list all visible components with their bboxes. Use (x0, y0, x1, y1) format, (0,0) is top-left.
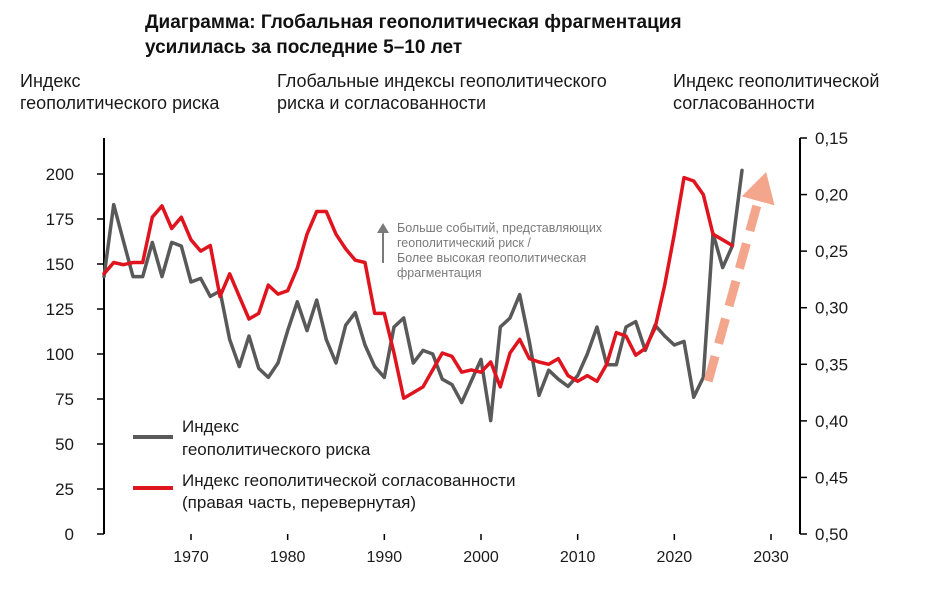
x-tick-label: 2010 (560, 549, 596, 566)
center-title-line2: риска и согласованности (277, 93, 487, 113)
annotation-line1: Больше событий, представляющих (397, 221, 603, 235)
annotation-arrow-up-icon (377, 223, 389, 233)
x-tick-label: 1970 (173, 549, 209, 566)
x-tick-label: 2020 (657, 549, 693, 566)
right-tick-label: 0,40 (815, 412, 848, 431)
ticks: 0 25 50 75 100 125 150 175 200 0,15 0,20 0,25 0,30 0,… (46, 129, 848, 566)
left-tick-label: 125 (46, 300, 74, 319)
left-tick-label: 200 (46, 165, 74, 184)
chart-title-line2: усилилась за последние 5–10 лет (145, 37, 463, 58)
series-risk-line (102, 168, 744, 423)
center-title: Глобальные индексы геополитического риск… (277, 70, 607, 114)
right-axis-title: Индекс геополитической согласованности (673, 70, 879, 114)
right-tick-label: 0,20 (815, 186, 848, 205)
left-axis-title-line2: геополитического риска (20, 93, 220, 113)
annotation: Больше событий, представляющих геополити… (377, 221, 603, 280)
chart-title-line1: Диаграмма: Глобальная геополитическая фр… (145, 12, 682, 33)
legend-label-alignment-line1: Индекс геополитической согласованности (182, 471, 515, 490)
center-title-line1: Глобальные индексы геополитического (277, 71, 607, 91)
legend-label-alignment-line2: (правая часть, перевернутая) (182, 493, 416, 512)
trend-arrow-shaft (703, 199, 763, 383)
left-tick-label: 175 (46, 210, 74, 229)
left-tick-label: 50 (55, 435, 74, 454)
annotation-line4: фрагментация (397, 266, 482, 280)
x-tick-label: 1980 (270, 549, 306, 566)
legend-label-risk-line2: геополитического риска (182, 440, 371, 459)
x-tick-label: 1990 (367, 549, 403, 566)
series-lines (102, 168, 744, 423)
left-tick-label: 150 (46, 255, 74, 274)
trend-arrow (703, 171, 775, 383)
series-alignment-line (102, 175, 735, 400)
right-tick-label: 0,35 (815, 355, 848, 374)
left-axis-title: Индекс геополитического риска (20, 70, 219, 114)
left-tick-label: 0 (65, 525, 74, 544)
right-axis-title-line2: согласованности (673, 93, 815, 113)
left-tick-label: 25 (55, 480, 74, 499)
right-tick-label: 0,50 (815, 525, 848, 544)
annotation-line2: геополитический риск / (397, 236, 531, 250)
trend-arrow-head-icon (741, 171, 775, 206)
right-tick-label: 0,45 (815, 468, 848, 487)
left-tick-label: 75 (55, 390, 74, 409)
legend-label-risk-line1: Индекс (182, 417, 240, 436)
left-axis-title-line1: Индекс (20, 71, 81, 91)
legend: Индекс геополитического риска Индекс гео… (133, 417, 515, 512)
chart-title: Диаграмма: Глобальная геополитическая фр… (145, 10, 845, 60)
right-tick-label: 0,15 (815, 129, 848, 148)
x-tick-label: 2000 (463, 549, 499, 566)
left-tick-label: 100 (46, 345, 74, 364)
right-tick-label: 0,30 (815, 299, 848, 318)
axes (103, 138, 801, 534)
right-tick-label: 0,25 (815, 242, 848, 261)
x-tick-label: 2030 (753, 549, 789, 566)
annotation-line3: Более высокая геополитическая (397, 251, 586, 265)
right-axis-title-line1: Индекс геополитической (673, 71, 880, 91)
